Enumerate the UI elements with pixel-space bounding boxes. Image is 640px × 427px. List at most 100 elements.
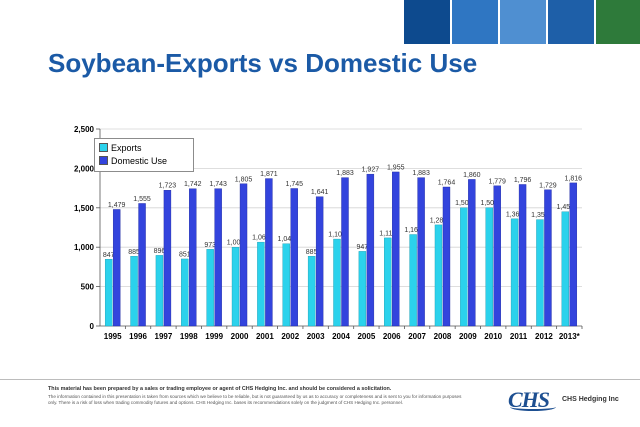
bar-exports <box>358 251 367 327</box>
data-label-domestic-use: 1,479 <box>108 202 126 209</box>
data-label-domestic-use: 1,723 <box>159 183 177 190</box>
chs-logo: CHS CHS Hedging Inc <box>508 387 632 413</box>
data-label-domestic-use: 1,779 <box>488 178 506 185</box>
data-label-exports: 1,044 <box>277 236 295 243</box>
bar-domestic-use <box>239 183 248 327</box>
data-label-exports: 851 <box>179 251 191 258</box>
header-photo-4 <box>548 0 594 44</box>
data-label-domestic-use: 1,955 <box>387 164 405 171</box>
bar-exports <box>282 243 290 327</box>
data-label-domestic-use: 1,641 <box>311 189 329 196</box>
data-label-domestic-use: 1,764 <box>438 179 456 186</box>
data-label-domestic-use: 1,742 <box>184 181 202 188</box>
bar-domestic-use <box>341 177 349 327</box>
x-tick-label: 1996 <box>129 332 147 341</box>
bar-domestic-use <box>214 188 222 327</box>
bar-domestic-use <box>544 189 552 327</box>
data-label-domestic-use: 1,927 <box>362 167 380 174</box>
bar-exports <box>104 259 113 327</box>
data-label-domestic-use: 1,860 <box>463 172 481 179</box>
x-tick-label: 2003 <box>307 332 325 341</box>
bar-exports <box>206 249 214 327</box>
y-tick-label: 1,500 <box>74 204 95 213</box>
bar-exports <box>510 218 519 327</box>
x-tick-label: 1997 <box>155 332 173 341</box>
x-tick-label: 2006 <box>383 332 401 341</box>
data-label-domestic-use: 1,883 <box>412 170 430 177</box>
legend-swatch-domestic-use <box>99 156 108 165</box>
y-tick-label: 500 <box>81 283 95 292</box>
y-tick-label: 0 <box>90 322 95 331</box>
header-photo-1 <box>404 0 450 44</box>
x-tick-label: 2004 <box>332 332 350 341</box>
header-photo-5 <box>596 0 640 44</box>
chart-area: 0 500 1,000 1,500 2,000 2,500 847 1,479 1995 885 1… <box>62 120 590 352</box>
footer-divider <box>0 379 640 380</box>
data-label-exports: 1,501 <box>480 200 498 207</box>
bar-domestic-use <box>265 178 273 327</box>
data-label-exports: 973 <box>204 242 216 249</box>
bar-exports <box>333 238 341 327</box>
bar-domestic-use <box>366 173 375 327</box>
bar-exports <box>434 224 443 327</box>
x-tick-label: 2013* <box>559 332 581 341</box>
data-label-domestic-use: 1,745 <box>285 181 303 188</box>
bar-domestic-use <box>518 184 527 327</box>
bar-domestic-use <box>569 182 578 327</box>
bar-domestic-use <box>442 186 451 327</box>
data-label-exports: 1,360 <box>506 211 524 218</box>
data-label-domestic-use: 1,816 <box>565 175 583 182</box>
data-label-exports: 1,064 <box>252 235 270 242</box>
legend-swatch-exports <box>99 143 108 152</box>
bar-exports <box>536 219 544 327</box>
x-tick-label: 2011 <box>510 332 528 341</box>
bar-domestic-use <box>493 185 501 327</box>
data-label-domestic-use: 1,729 <box>539 182 557 189</box>
x-tick-label: 2000 <box>231 332 249 341</box>
x-tick-label: 1999 <box>205 332 223 341</box>
bar-domestic-use <box>290 188 298 327</box>
slide-title: Soybean-Exports vs Domestic Use <box>48 48 478 78</box>
data-label-exports: 947 <box>357 244 369 251</box>
data-label-exports: 1,350 <box>531 212 549 219</box>
bar-exports <box>561 211 570 327</box>
disclaimer: This material has been prepared by a sal… <box>48 386 468 405</box>
data-label-exports: 885 <box>128 249 140 256</box>
legend-item-exports: Exports <box>99 142 142 154</box>
bar-domestic-use <box>468 179 476 327</box>
data-label-domestic-use: 1,871 <box>260 171 278 178</box>
chs-logo-name: CHS Hedging Inc <box>562 396 619 403</box>
chs-logo-swoosh <box>510 403 556 411</box>
x-tick-label: 2005 <box>357 332 375 341</box>
x-tick-label: 2001 <box>256 332 274 341</box>
data-label-domestic-use: 1,805 <box>235 176 253 183</box>
bar-domestic-use <box>315 196 324 327</box>
x-tick-label: 1995 <box>104 332 122 341</box>
bar-exports <box>384 237 392 327</box>
bar-exports <box>460 207 468 327</box>
x-tick-label: 2009 <box>459 332 477 341</box>
x-tick-label: 2002 <box>281 332 299 341</box>
chart-legend: Exports Domestic Use <box>94 138 194 172</box>
data-label-domestic-use: 1,883 <box>336 170 354 177</box>
data-label-exports: 1,118 <box>379 230 396 237</box>
bar-domestic-use <box>392 171 400 327</box>
bar-exports <box>155 255 164 327</box>
bar-domestic-use <box>163 190 172 327</box>
bar-exports <box>231 246 240 327</box>
bar-chart: 0 500 1,000 1,500 2,000 2,500 847 1,479 1995 885 1… <box>74 125 583 341</box>
header-photo-3 <box>500 0 546 44</box>
data-label-exports: 896 <box>154 248 166 255</box>
data-label-exports: 1,501 <box>455 200 473 207</box>
bar-exports <box>130 256 138 327</box>
x-tick-label: 2008 <box>434 332 452 341</box>
data-label-domestic-use: 1,796 <box>514 177 532 184</box>
data-label-exports: 885 <box>306 249 318 256</box>
bar-exports <box>257 241 265 327</box>
data-label-exports: 1,103 <box>328 232 346 239</box>
bar-exports <box>181 258 189 327</box>
bar-domestic-use <box>417 177 425 327</box>
legend-label-domestic-use: Domestic Use <box>111 156 168 166</box>
data-label-domestic-use: 1,555 <box>133 196 151 203</box>
bar-exports <box>307 256 316 327</box>
